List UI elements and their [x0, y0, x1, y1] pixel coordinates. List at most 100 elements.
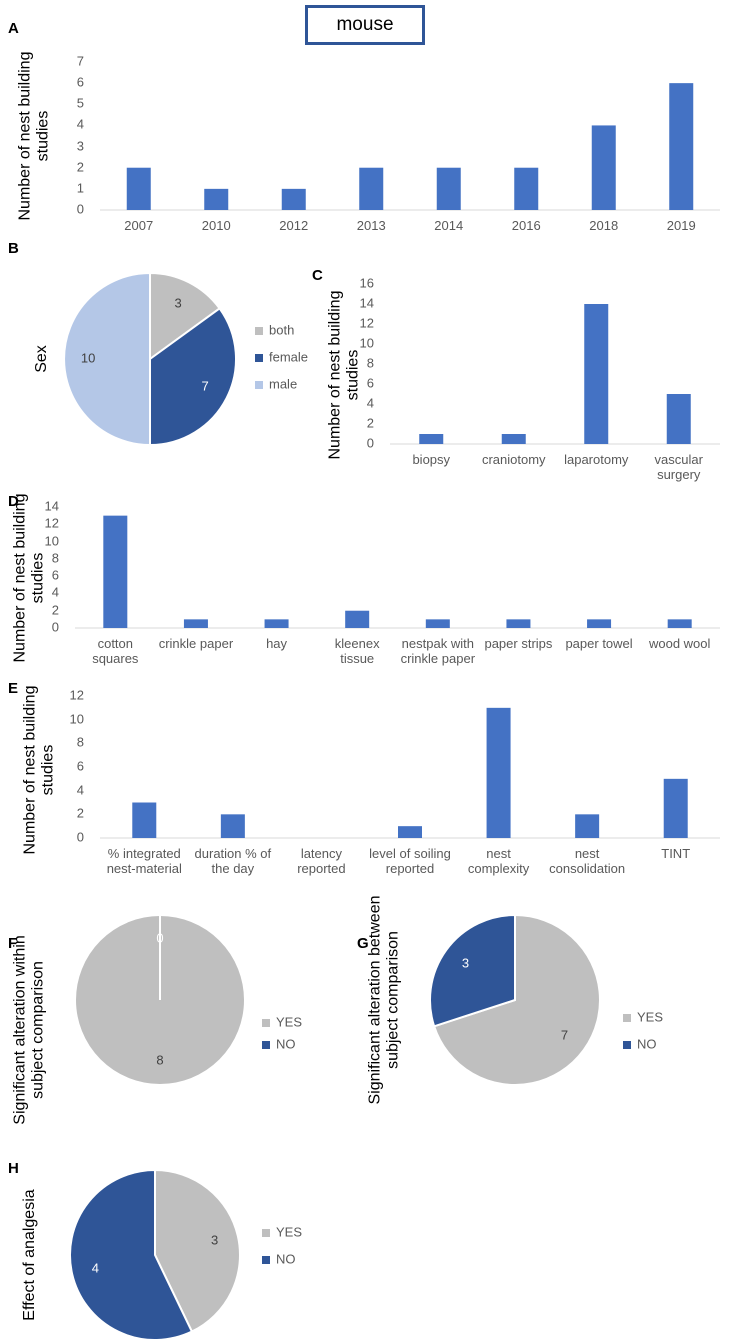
x-tick-label: biopsy [412, 452, 451, 467]
y-tick-label: 2 [51, 602, 59, 618]
x-tick-label: % integrated nest-material [106, 846, 182, 876]
pie-slice [63, 271, 151, 447]
bar [669, 83, 694, 210]
x-tick-label: nestpak with crinkle paper [400, 636, 476, 666]
legend-label: NO [276, 1036, 296, 1052]
y-tick-label: 5 [76, 95, 84, 111]
y-axis-label: Significant alteration within subject co… [11, 935, 47, 1125]
legend-label: NO [637, 1036, 657, 1052]
panel-letter: H [8, 1160, 19, 1177]
x-tick-label: crinkle paper [158, 636, 234, 651]
data-label: 7 [560, 1027, 569, 1043]
y-tick-label: 0 [76, 829, 84, 845]
bar [183, 619, 208, 628]
bar [359, 167, 384, 210]
legend-label: YES [276, 1014, 303, 1030]
data-label: 0 [156, 930, 164, 946]
data-label: 3 [461, 955, 470, 971]
bar [587, 619, 612, 628]
x-tick-label: kleenex tissue [334, 636, 380, 666]
y-tick-label: 8 [366, 355, 374, 371]
bar [591, 125, 616, 210]
legend-swatch [255, 327, 263, 335]
x-tick-label: 2012 [279, 218, 309, 233]
x-tick-label: 2019 [666, 218, 696, 233]
y-tick-label: 12 [44, 515, 59, 531]
x-tick-label: level of soiling reported [369, 846, 451, 876]
data-label: 3 [211, 1232, 219, 1248]
figure-title: mouse [305, 5, 425, 45]
bar [425, 619, 450, 628]
x-tick-label: 2016 [511, 218, 541, 233]
y-tick-label: 10 [44, 533, 59, 549]
data-label: 8 [156, 1052, 164, 1068]
bar [345, 610, 370, 628]
y-tick-label: 8 [51, 550, 59, 566]
y-tick-label: 2 [76, 159, 84, 175]
data-label: 7 [201, 378, 209, 394]
x-tick-label: wood wool [648, 636, 711, 651]
y-tick-label: 1 [76, 180, 84, 196]
y-tick-label: 14 [44, 498, 59, 514]
x-tick-label: craniotomy [481, 452, 546, 467]
x-tick-label: 2014 [434, 218, 464, 233]
x-tick-label: paper strips [484, 636, 553, 651]
pie-slice [149, 271, 221, 361]
legend-swatch [623, 1041, 631, 1049]
y-tick-label: 7 [76, 53, 84, 69]
y-tick-label: 12 [359, 315, 374, 331]
x-tick-label: nest complexity [467, 846, 530, 876]
y-axis-label: Significant alteration between subject c… [366, 895, 402, 1105]
y-tick-label: 4 [76, 782, 84, 798]
bar [132, 802, 157, 838]
panel-letter: B [8, 240, 19, 257]
bar [126, 167, 151, 210]
legend-swatch [262, 1229, 270, 1237]
y-tick-label: 0 [76, 201, 84, 217]
y-tick-label: 6 [51, 567, 59, 583]
y-axis-label: Effect of analgesia [20, 1189, 38, 1321]
x-tick-label: 2018 [589, 218, 619, 233]
bar [663, 778, 688, 838]
panel-letter: G [357, 935, 369, 952]
pie-slice [154, 1168, 241, 1333]
data-label: 10 [80, 350, 96, 366]
y-tick-label: 6 [366, 375, 374, 391]
bar [419, 434, 444, 444]
bar [436, 167, 461, 210]
bar [264, 619, 289, 628]
panel-letter: A [8, 20, 19, 37]
legend-label: male [269, 376, 298, 392]
bar [486, 707, 511, 838]
x-tick-label: hay [266, 636, 288, 651]
x-tick-label: duration % of the day [194, 846, 272, 876]
y-tick-label: 12 [69, 687, 84, 703]
bar [584, 304, 609, 444]
bar [204, 188, 229, 210]
x-tick-label: 2007 [124, 218, 154, 233]
pie-slice [432, 913, 601, 1086]
y-tick-label: 2 [366, 415, 374, 431]
y-tick-label: 4 [51, 584, 59, 600]
y-tick-label: 16 [359, 275, 374, 291]
panel-letter: E [8, 680, 19, 697]
x-tick-label: latency reported [297, 846, 346, 876]
panel-letter: D [8, 493, 19, 510]
panel-letter: C [312, 267, 323, 284]
legend-swatch [255, 354, 263, 362]
y-tick-label: 4 [366, 395, 374, 411]
x-tick-label: laparotomy [564, 452, 629, 467]
y-tick-label: 2 [76, 805, 84, 821]
legend-swatch [262, 1041, 270, 1049]
x-tick-label: nest consolidation [549, 846, 626, 876]
pie-slice [429, 913, 516, 1028]
y-tick-label: 10 [69, 711, 84, 727]
data-label: 4 [91, 1260, 99, 1276]
x-tick-label: TINT [661, 846, 691, 861]
y-tick-label: 6 [76, 758, 84, 774]
x-tick-label: vascular surgery [654, 452, 703, 482]
pie-slice [69, 1168, 194, 1339]
x-tick-label: cotton squares [92, 636, 139, 666]
